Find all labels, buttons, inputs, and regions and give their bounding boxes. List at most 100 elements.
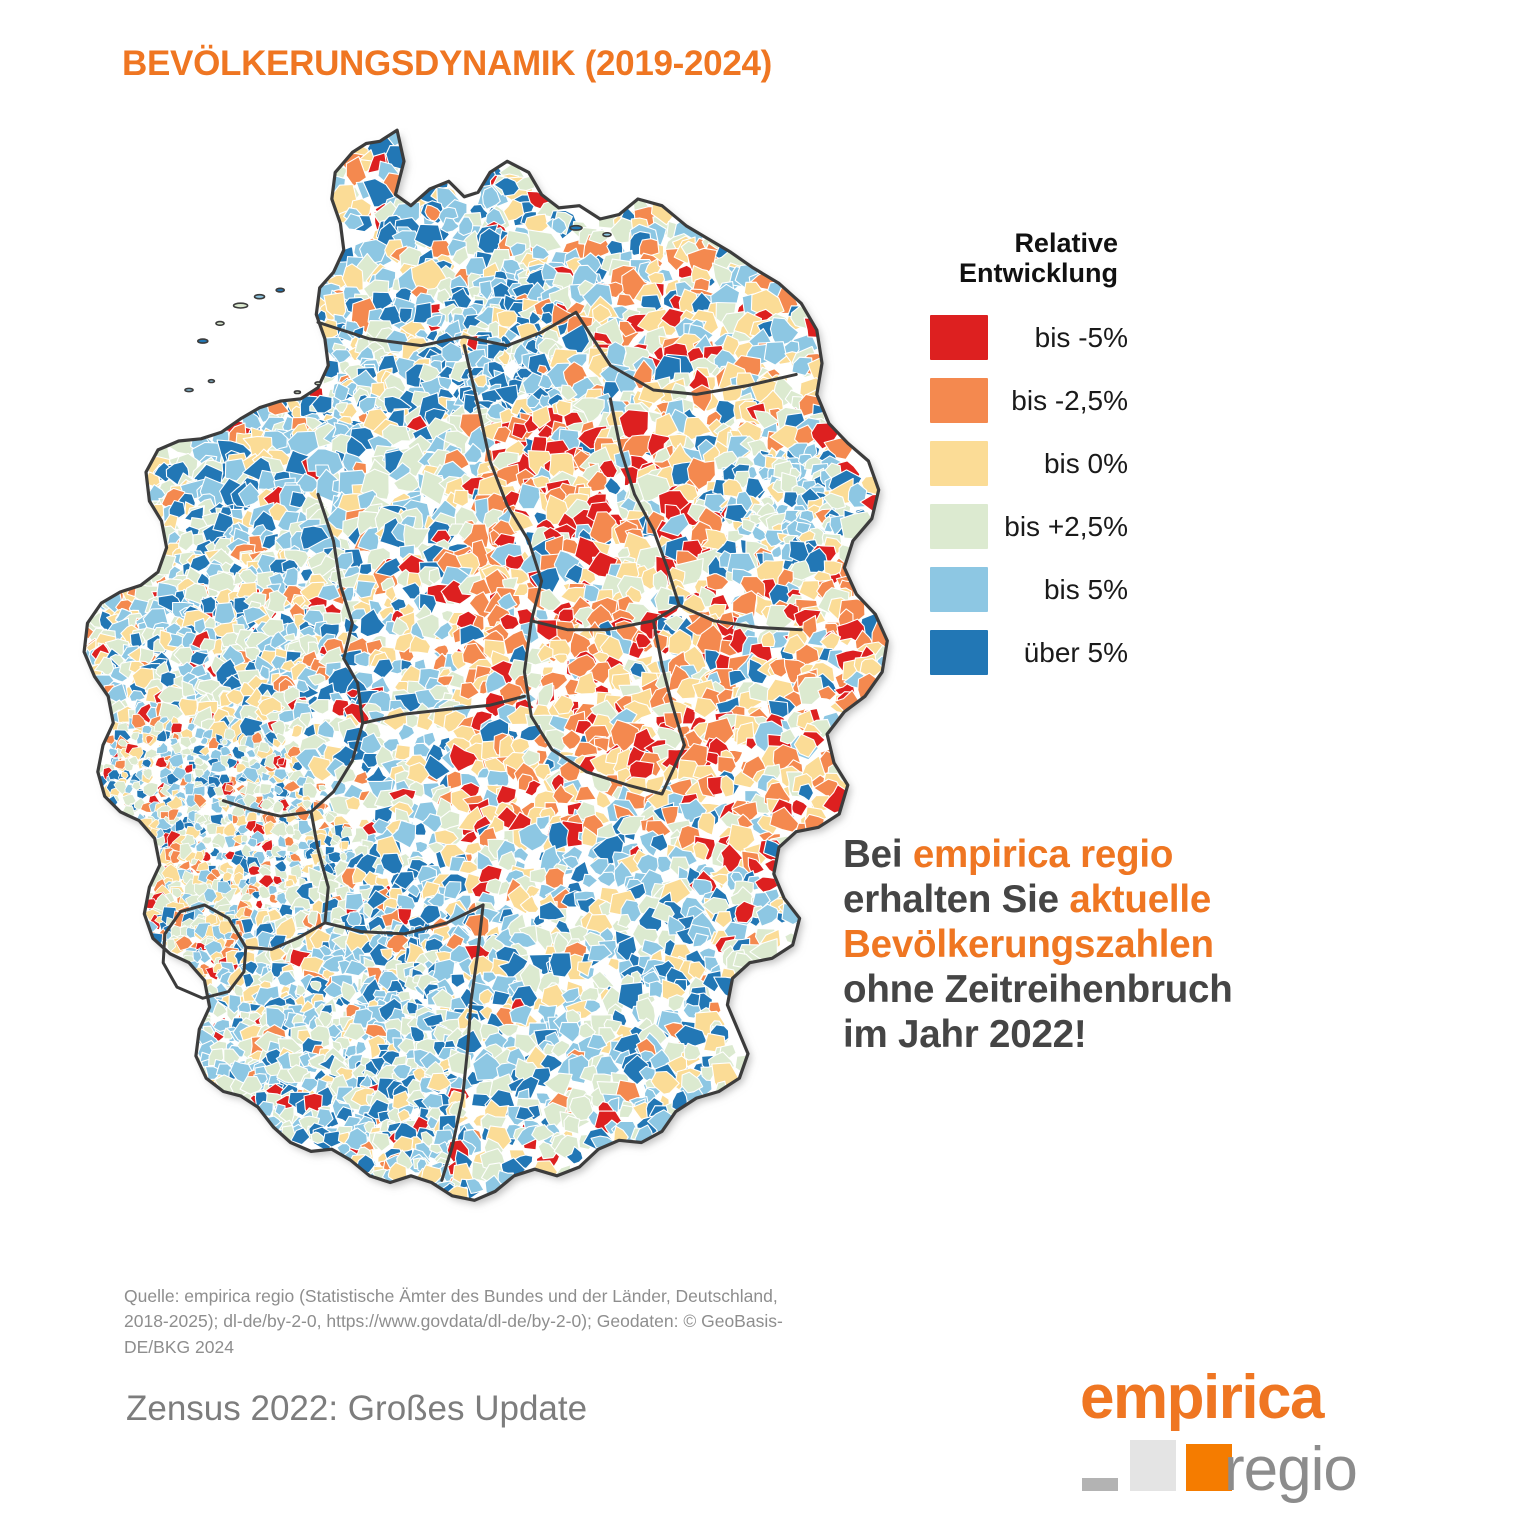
island-shape xyxy=(253,293,266,300)
island-shape xyxy=(293,390,302,395)
municipality-cell xyxy=(394,744,411,762)
municipality-cell xyxy=(548,952,573,978)
empirica-regio-logo: empirica regio xyxy=(1068,1362,1398,1512)
legend-item-4: bis 5% xyxy=(930,558,1130,621)
municipality-cell xyxy=(340,840,349,851)
map-legend: Relative Entwicklung bis -5% bis -2,5% b… xyxy=(930,228,1130,684)
municipality-cell xyxy=(638,381,666,404)
municipality-cell xyxy=(769,317,800,348)
legend-label-0: bis -5% xyxy=(1034,321,1128,353)
municipality-cell xyxy=(753,410,780,430)
municipality-cell xyxy=(305,416,323,431)
municipality-cell xyxy=(425,314,443,328)
logo-mark-dash-icon xyxy=(1082,1478,1118,1491)
municipality-cell xyxy=(531,244,551,260)
municipality-cell xyxy=(240,834,249,843)
legend-item-3: bis +2,5% xyxy=(930,495,1130,558)
municipality-cell xyxy=(223,728,236,741)
municipality-cell xyxy=(345,155,368,187)
legend-label-4: bis 5% xyxy=(1043,573,1128,605)
municipality-cell xyxy=(528,310,542,326)
municipality-cell xyxy=(341,263,364,293)
municipality-cell xyxy=(311,394,333,414)
island-shape xyxy=(215,320,225,326)
page-title: BEVÖLKERUNGSDYNAMIK (2019-2024) xyxy=(122,44,773,83)
municipality-cell xyxy=(451,246,470,266)
legend-swatch-3 xyxy=(930,504,988,550)
legend-swatch-2 xyxy=(930,441,988,487)
legend-label-5: über 5% xyxy=(1023,636,1128,668)
legend-swatch-1 xyxy=(930,378,988,424)
bottom-caption: Zensus 2022: Großes Update xyxy=(126,1389,588,1428)
municipality-cell xyxy=(331,349,352,364)
municipality-cell xyxy=(452,489,469,507)
municipality-cell xyxy=(343,212,364,231)
municipality-cell xyxy=(560,323,591,354)
municipality-cell xyxy=(497,349,511,366)
municipality-cell xyxy=(440,217,461,233)
legend-item-2: bis 0% xyxy=(930,432,1130,495)
claim-brand: empirica regio xyxy=(912,833,1174,876)
municipality-cell xyxy=(482,185,501,210)
municipality-cell xyxy=(259,783,273,795)
claim-line-2: erhalten Sie aktuelle xyxy=(843,878,1212,922)
municipality-cell xyxy=(615,293,637,307)
municipality-cell xyxy=(532,405,551,429)
municipality-cell xyxy=(563,411,584,428)
claim-line-3: Bevölkerungszahlen xyxy=(843,923,1214,967)
municipality-cell xyxy=(412,301,433,324)
island-shape xyxy=(207,378,216,384)
island-shape xyxy=(569,224,583,231)
municipality-cell xyxy=(424,204,443,222)
logo-mark-light-square-icon xyxy=(1130,1440,1176,1491)
island-shape xyxy=(275,287,285,293)
municipality-cell xyxy=(200,595,217,614)
municipality-cell xyxy=(346,911,362,927)
map-layers xyxy=(82,128,889,1202)
municipality-cell xyxy=(618,320,637,338)
municipality-cell xyxy=(398,307,413,324)
municipality-cell xyxy=(551,216,568,235)
legend-title: Relative Entwicklung xyxy=(958,228,1118,289)
municipality-cell xyxy=(285,879,295,888)
island-shape xyxy=(184,387,194,393)
municipality-cell xyxy=(763,341,788,366)
municipality-cell xyxy=(410,258,448,292)
municipality-cell xyxy=(572,397,605,425)
germany-choropleth-map xyxy=(60,128,920,1238)
legend-item-5: über 5% xyxy=(930,621,1130,684)
legend-label-1: bis -2,5% xyxy=(1011,384,1128,416)
island-shape xyxy=(232,302,249,309)
municipality-cell xyxy=(509,242,527,258)
claim-highlight-aktuelle: aktuelle xyxy=(1069,878,1212,922)
municipality-cell xyxy=(591,303,613,324)
legend-swatch-4 xyxy=(930,567,988,613)
municipality-cell xyxy=(791,356,813,377)
claim-line-4: ohne Zeitreihenbruch xyxy=(843,968,1233,1012)
legend-item-0: bis -5% xyxy=(930,306,1130,369)
municipality-cell xyxy=(437,376,453,391)
municipality-cell xyxy=(537,373,553,390)
island-shape xyxy=(197,338,209,344)
municipality-cell xyxy=(183,772,193,784)
claim-line-1: Bei empirica regio xyxy=(843,833,1174,876)
logo-subword: regio xyxy=(1224,1435,1358,1504)
municipality-cell xyxy=(114,759,126,770)
municipality-cell xyxy=(277,757,285,766)
municipality-cell xyxy=(478,280,493,301)
island-shape xyxy=(314,381,322,386)
source-note: Quelle: empirica regio (Statistische Ämt… xyxy=(124,1286,783,1357)
marketing-claim: Bei empirica regio erhalten Sie aktuelle… xyxy=(843,832,1443,1057)
municipality-cell xyxy=(653,354,682,381)
map-svg xyxy=(82,128,889,1202)
legend-label-3: bis +2,5% xyxy=(1004,510,1128,542)
legend-item-1: bis -2,5% xyxy=(930,369,1130,432)
claim-line-5: im Jahr 2022! xyxy=(843,1013,1087,1057)
logo-wordmark: empirica xyxy=(1080,1363,1325,1432)
legend-label-2: bis 0% xyxy=(1043,447,1128,479)
municipality-cell xyxy=(493,177,521,197)
municipality-cell xyxy=(493,384,519,406)
island-shape xyxy=(602,231,612,238)
municipality-cell xyxy=(334,402,348,414)
